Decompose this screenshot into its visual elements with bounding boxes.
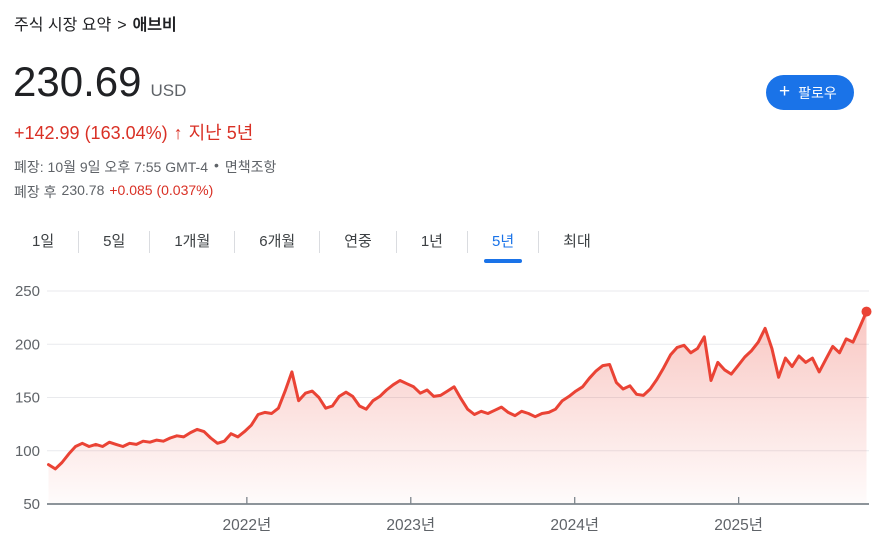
svg-text:2022년: 2022년: [222, 516, 271, 534]
price-line: [47, 310, 868, 471]
price-change-row: +142.99 (163.04%) ↑ 지난 5년: [14, 119, 253, 145]
after-hours-change: +0.085 (0.037%): [109, 182, 214, 198]
price-chart[interactable]: 50 100 150 200 250 2022년 2023년 2024년 2025년: [0, 270, 884, 551]
y-axis-labels: 50 100 150 200 250: [15, 283, 40, 513]
x-axis-labels: 2022년 2023년 2024년 2025년: [222, 497, 763, 534]
tab-divider: [466, 231, 468, 253]
tab-5년[interactable]: 5년: [468, 221, 538, 263]
follow-button-label: 팔로우: [798, 84, 837, 101]
after-hours-label: 폐장 후: [14, 184, 57, 200]
change-period-label: 지난 5년: [188, 123, 254, 143]
time-range-tabs: 1일 5일 1개월 6개월 연중 1년 5년 최대: [8, 221, 615, 263]
tab-divider: [78, 231, 80, 253]
tab-divider: [395, 231, 397, 253]
tab-divider: [234, 231, 236, 253]
tab-divider: [319, 231, 321, 253]
breadcrumb: 주식 시장 요약 > 애브비: [14, 11, 177, 35]
last-price-dot: [861, 306, 872, 317]
tab-5일[interactable]: 5일: [103, 233, 126, 250]
tab-divider: [538, 231, 540, 253]
tab-divider: [149, 231, 151, 253]
tab-최대[interactable]: 최대: [563, 233, 591, 250]
area-fill: [48, 311, 867, 504]
arrow-up-icon: ↑: [173, 123, 183, 143]
svg-text:2023년: 2023년: [386, 516, 435, 534]
svg-text:150: 150: [15, 390, 40, 407]
market-status-line: 폐장: 10월 9일 오후 7:55 GMT-4 • 면책조항: [14, 157, 276, 177]
after-hours-price: 230.78: [61, 182, 105, 198]
tab-1일[interactable]: 1일: [32, 233, 55, 250]
disclaimer-link[interactable]: 면책조항: [224, 159, 277, 175]
svg-text:100: 100: [15, 443, 40, 460]
current-price: 230.69: [13, 58, 142, 105]
tab-1개월[interactable]: 1개월: [174, 233, 211, 250]
price-chart-svg: 50 100 150 200 250 2022년 2023년 2024년 2025년: [15, 283, 872, 534]
svg-text:2025년: 2025년: [714, 516, 763, 534]
svg-text:2024년: 2024년: [550, 516, 599, 534]
plus-icon: +: [779, 81, 791, 102]
price-row: 230.69 USD: [13, 58, 186, 106]
tab-1년[interactable]: 1년: [420, 233, 443, 250]
price-change-text: +142.99 (163.04%): [14, 123, 168, 143]
market-closed-text: 폐장: 10월 9일 오후 7:55 GMT-4: [14, 159, 209, 175]
breadcrumb-market-summary-link[interactable]: 주식 시장 요약: [14, 17, 112, 34]
currency-label: USD: [150, 81, 187, 100]
tab-연중[interactable]: 연중: [344, 233, 372, 250]
svg-text:200: 200: [15, 336, 40, 353]
svg-text:50: 50: [23, 496, 40, 513]
follow-button[interactable]: + 팔로우: [766, 75, 854, 110]
breadcrumb-stock-name: 애브비: [132, 17, 177, 34]
after-hours-line: 폐장 후 230.78 +0.085 (0.037%): [14, 182, 213, 202]
tab-6개월[interactable]: 6개월: [259, 233, 296, 250]
breadcrumb-separator: >: [117, 17, 127, 34]
separator-dot: •: [214, 157, 219, 173]
svg-text:250: 250: [15, 283, 40, 300]
